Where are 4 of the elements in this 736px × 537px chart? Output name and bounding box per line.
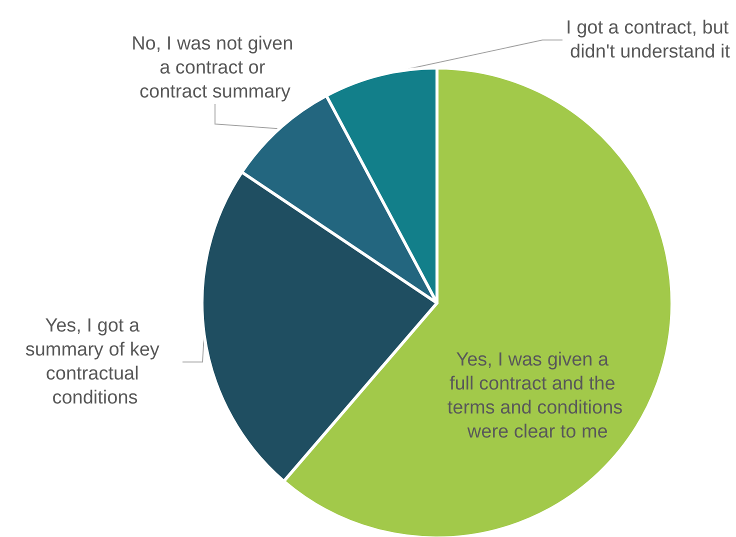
slice-label: I got a contract, but didn't understand it xyxy=(566,18,734,62)
slice-label: Yes, I was given a full contract and the terms and conditions were clear to me xyxy=(447,350,623,442)
slice-label: Yes, I got a summary of key contractual conditions xyxy=(25,316,165,408)
slice-label: No, I was not given a contract or contract summary xyxy=(132,34,298,102)
